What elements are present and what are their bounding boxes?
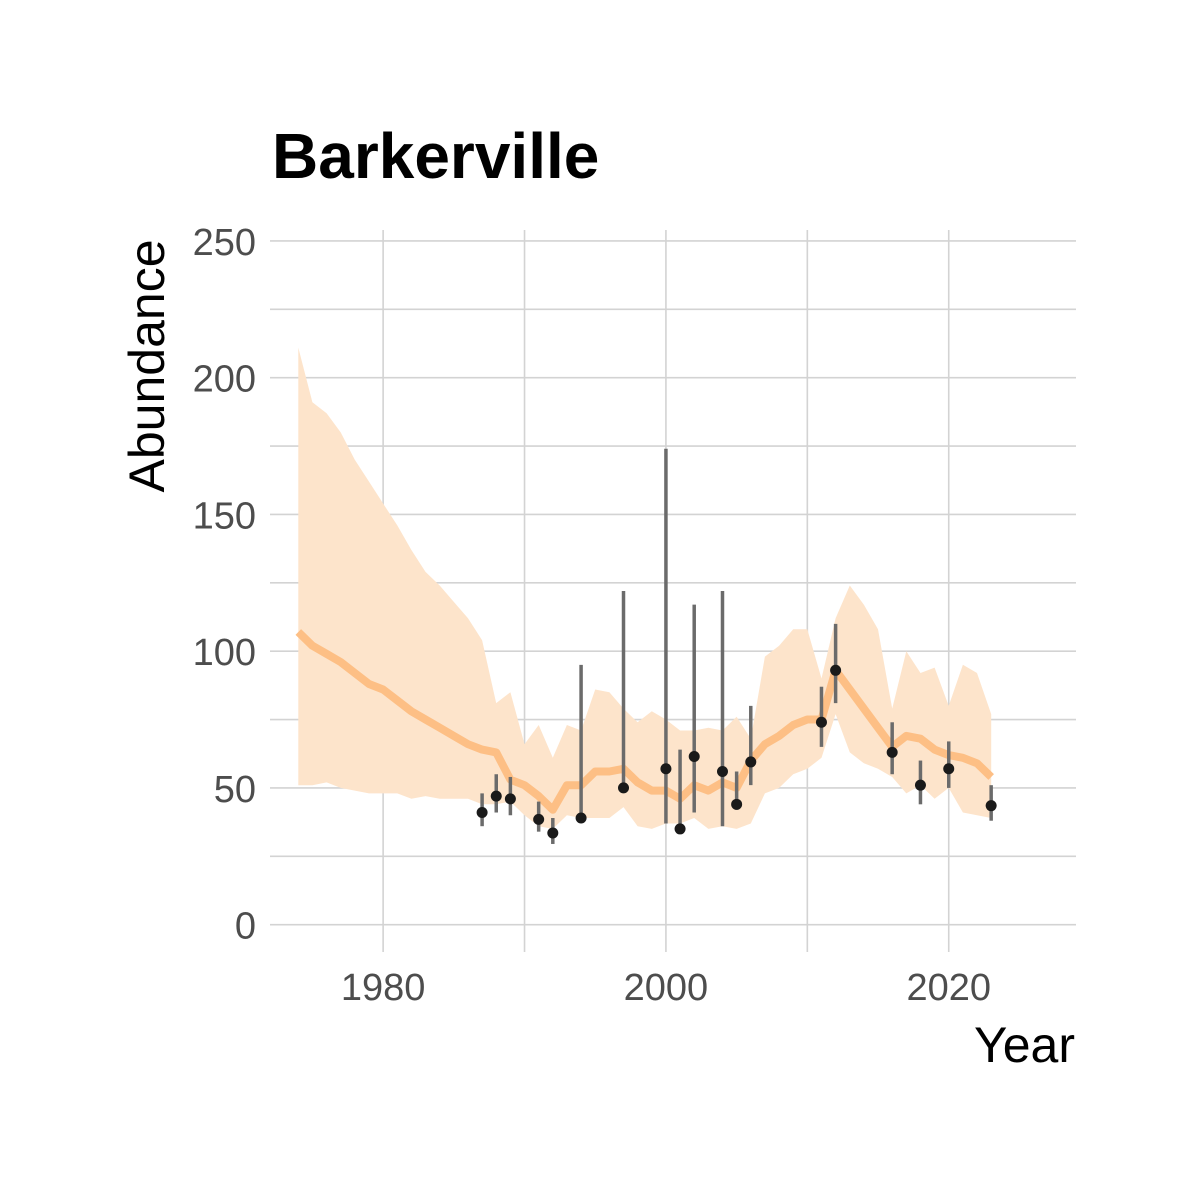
observation-point (504, 793, 516, 805)
confidence-ribbon (298, 347, 992, 829)
observation-point (943, 763, 955, 775)
y-tick-label: 50 (214, 769, 256, 811)
observation-point (547, 827, 559, 839)
observation-point (476, 807, 488, 819)
observation-point (830, 664, 842, 676)
observation-point (914, 779, 926, 791)
confidence-ribbon-layer (298, 347, 992, 829)
observation-points-layer (476, 664, 997, 839)
x-axis-ticks: 1980 2000 2020 (341, 967, 991, 1009)
y-tick-label: 100 (193, 632, 256, 674)
observation-point (886, 746, 898, 758)
y-tick-label: 0 (235, 906, 256, 948)
x-tick-label: 1980 (341, 967, 426, 1009)
x-tick-label: 2000 (624, 967, 709, 1009)
observation-point (575, 812, 587, 824)
observation-point (815, 716, 827, 728)
observation-point (716, 766, 728, 777)
x-tick-label: 2020 (906, 967, 991, 1009)
observation-point (674, 823, 686, 835)
chart-title: Barkerville (272, 120, 599, 192)
y-axis-title: Abundance (119, 239, 175, 492)
observation-point (533, 813, 545, 825)
observation-point (688, 750, 700, 762)
observation-point (660, 763, 672, 775)
observation-point (745, 756, 757, 768)
x-axis-title: Year (974, 1017, 1075, 1073)
y-tick-label: 150 (193, 495, 256, 537)
trend-line (295, 629, 994, 814)
observation-point (618, 782, 630, 794)
observation-point (490, 790, 502, 802)
y-tick-label: 200 (193, 359, 256, 401)
observation-point (985, 800, 997, 812)
y-tick-label: 250 (193, 222, 256, 264)
y-axis-ticks: 0 50 100 150 200 250 (193, 222, 256, 948)
trend-line-layer (295, 629, 994, 814)
observation-point (731, 798, 743, 810)
